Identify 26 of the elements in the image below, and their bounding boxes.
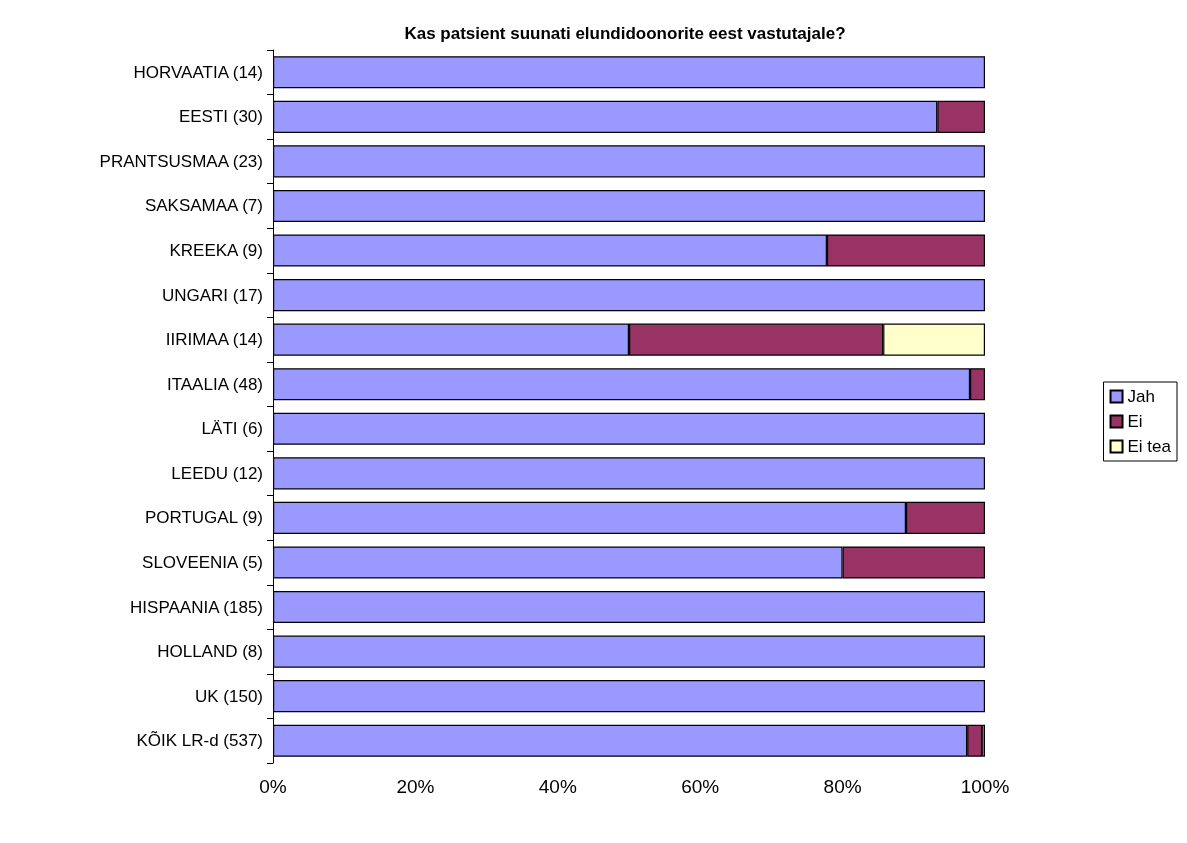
y-tick-label: EESTI (30)	[178, 107, 263, 127]
y-tick-label: PORTUGAL (9)	[144, 508, 263, 528]
legend-label: Ei tea	[1127, 437, 1172, 456]
legend-label: Jah	[1127, 387, 1155, 406]
chart-title: Kas patsient suunati elundidoonorite eest vastutajale?	[404, 24, 846, 43]
y-tick-label: LEEDU (12)	[171, 463, 263, 483]
y-tick-label: KREEKA (9)	[169, 241, 263, 261]
y-tick-label: KÕIK LR-d (537)	[136, 731, 263, 751]
legend-label: Ei	[1127, 412, 1143, 431]
x-tick-label: 100%	[960, 776, 1010, 797]
y-tick-label: HISPAANIA (185)	[130, 597, 263, 617]
y-tick-label: UK (150)	[194, 686, 263, 706]
y-tick-label: SAKSAMAA (7)	[144, 196, 263, 216]
y-tick-label: UNGARI (17)	[161, 285, 263, 305]
x-tick-label: 0%	[259, 776, 287, 797]
y-tick-label: SLOVEENIA (5)	[142, 552, 263, 572]
x-tick-label: 20%	[396, 776, 435, 797]
x-tick-label: 60%	[681, 776, 720, 797]
y-tick-label: PRANTSUSMAA (23)	[99, 151, 263, 171]
y-tick-label: ITAALIA (48)	[166, 374, 263, 394]
x-tick-label: 40%	[538, 776, 577, 797]
y-tick-label: HORVAATIA (14)	[133, 62, 263, 82]
x-tick-label: 80%	[823, 776, 862, 797]
y-tick-label: IIRIMAA (14)	[165, 330, 263, 350]
y-tick-label: HOLLAND (8)	[157, 642, 263, 662]
y-tick-label: LÄTI (6)	[201, 419, 263, 439]
